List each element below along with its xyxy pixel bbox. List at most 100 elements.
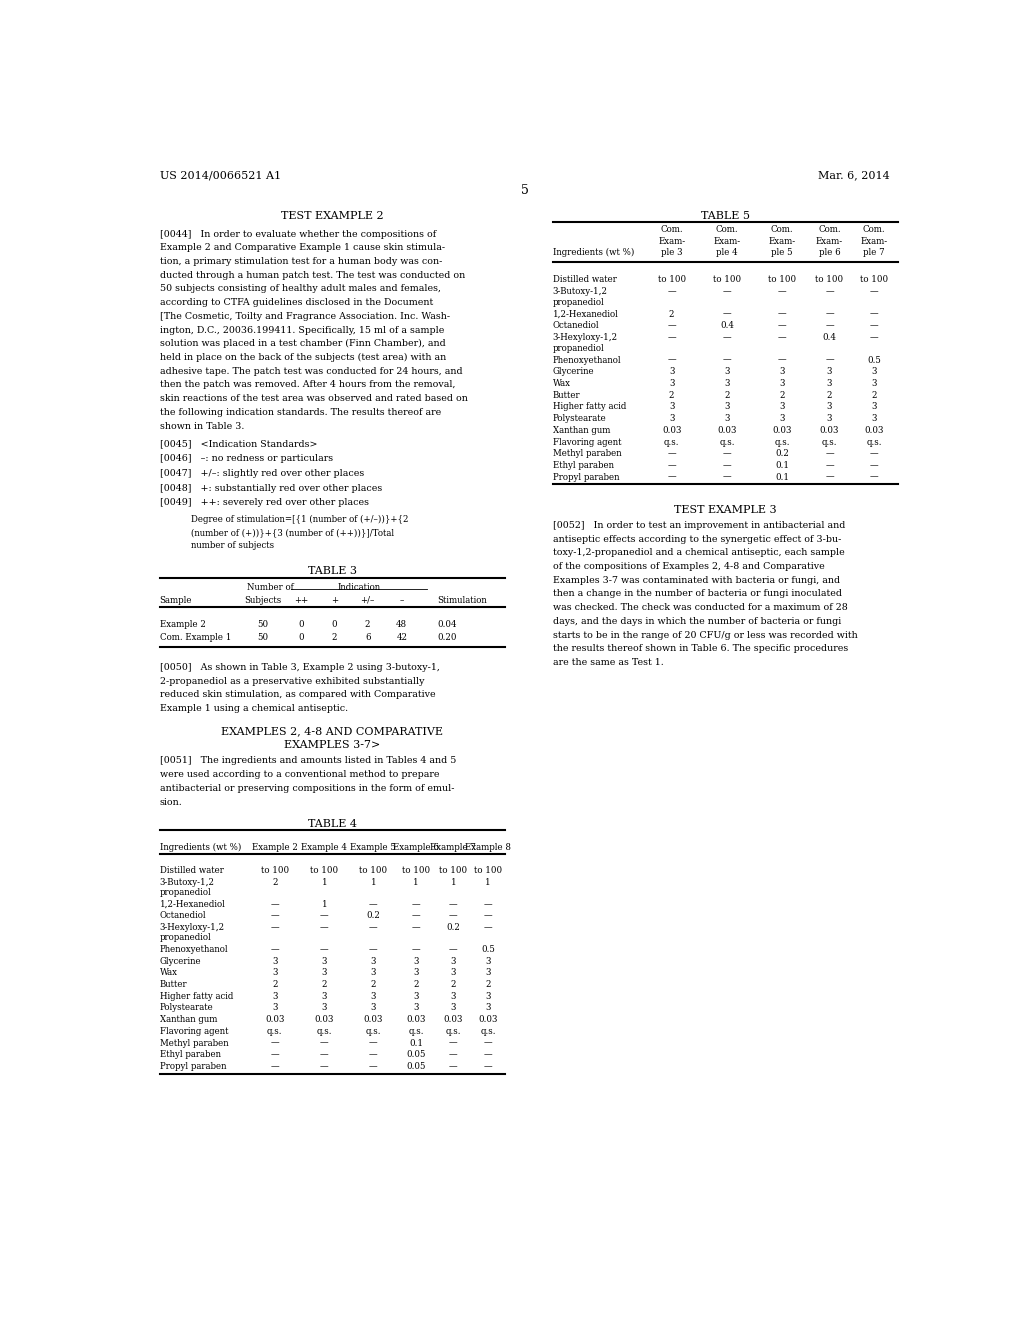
Text: 0.1: 0.1 xyxy=(409,1039,423,1048)
Text: (number of (+))}+{3 (number of (++))}]/Total: (number of (+))}+{3 (number of (++))}]/T… xyxy=(191,528,394,537)
Text: 2: 2 xyxy=(485,979,490,989)
Text: —: — xyxy=(723,333,731,342)
Text: to 100: to 100 xyxy=(359,866,387,875)
Text: 3: 3 xyxy=(669,414,674,424)
Text: to 100: to 100 xyxy=(402,866,430,875)
Text: —: — xyxy=(869,321,879,330)
Text: propanediol: propanediol xyxy=(553,298,604,308)
Text: +: + xyxy=(331,595,338,605)
Text: 0.03: 0.03 xyxy=(478,1015,498,1024)
Text: 3: 3 xyxy=(779,379,784,388)
Text: 3: 3 xyxy=(779,414,784,424)
Text: 50 subjects consisting of healthy adult males and females,: 50 subjects consisting of healthy adult … xyxy=(160,284,440,293)
Text: to 100: to 100 xyxy=(261,866,289,875)
Text: 3: 3 xyxy=(871,414,877,424)
Text: q.s.: q.s. xyxy=(720,437,735,446)
Text: 3: 3 xyxy=(871,403,877,412)
Text: —: — xyxy=(668,321,676,330)
Text: 2: 2 xyxy=(414,979,419,989)
Text: —: — xyxy=(869,449,879,458)
Text: was checked. The check was conducted for a maximum of 28: was checked. The check was conducted for… xyxy=(553,603,847,612)
Text: TEST EXAMPLE 3: TEST EXAMPLE 3 xyxy=(674,504,776,515)
Text: Glycerine: Glycerine xyxy=(553,367,594,376)
Text: Degree of stimulation=[{1 (number of (+/–))}+{2: Degree of stimulation=[{1 (number of (+/… xyxy=(191,515,409,524)
Text: according to CTFA guidelines disclosed in the Document: according to CTFA guidelines disclosed i… xyxy=(160,298,433,308)
Text: 3: 3 xyxy=(485,957,490,966)
Text: —: — xyxy=(369,923,378,932)
Text: propanediol: propanediol xyxy=(160,933,212,942)
Text: —: — xyxy=(270,945,280,954)
Text: Wax: Wax xyxy=(160,969,178,977)
Text: 2: 2 xyxy=(669,310,675,318)
Text: to 100: to 100 xyxy=(439,866,467,875)
Text: 3: 3 xyxy=(826,414,833,424)
Text: 1: 1 xyxy=(322,900,328,908)
Text: 0.03: 0.03 xyxy=(820,426,840,434)
Text: 3: 3 xyxy=(272,969,278,977)
Text: —: — xyxy=(723,355,731,364)
Text: —: — xyxy=(825,449,834,458)
Text: —: — xyxy=(321,911,329,920)
Text: ++: ++ xyxy=(294,595,308,605)
Text: —: — xyxy=(483,900,493,908)
Text: Indication: Indication xyxy=(338,582,381,591)
Text: —: — xyxy=(668,355,676,364)
Text: 3: 3 xyxy=(414,969,419,977)
Text: 3: 3 xyxy=(451,991,456,1001)
Text: —: — xyxy=(825,310,834,318)
Text: —: — xyxy=(450,900,458,908)
Text: [0049]   ++: severely red over other places: [0049] ++: severely red over other place… xyxy=(160,499,369,507)
Text: 2: 2 xyxy=(322,979,327,989)
Text: Ethyl paraben: Ethyl paraben xyxy=(160,1051,221,1059)
Text: q.s.: q.s. xyxy=(267,1027,283,1036)
Text: Polystearate: Polystearate xyxy=(160,1003,213,1012)
Text: —: — xyxy=(777,310,786,318)
Text: —: — xyxy=(321,1061,329,1071)
Text: [0045]   <Indication Standards>: [0045] <Indication Standards> xyxy=(160,440,317,449)
Text: —: — xyxy=(483,911,493,920)
Text: —: — xyxy=(321,923,329,932)
Text: —: — xyxy=(869,286,879,296)
Text: —: — xyxy=(668,449,676,458)
Text: toxy-1,2-propanediol and a chemical antiseptic, each sample: toxy-1,2-propanediol and a chemical anti… xyxy=(553,548,845,557)
Text: number of subjects: number of subjects xyxy=(191,541,274,550)
Text: —: — xyxy=(369,945,378,954)
Text: Methyl paraben: Methyl paraben xyxy=(553,449,622,458)
Text: Methyl paraben: Methyl paraben xyxy=(160,1039,228,1048)
Text: +/–: +/– xyxy=(360,595,375,605)
Text: 2: 2 xyxy=(724,391,730,400)
Text: 3: 3 xyxy=(322,991,327,1001)
Text: Flavoring agent: Flavoring agent xyxy=(160,1027,228,1036)
Text: 3: 3 xyxy=(272,957,278,966)
Text: 2: 2 xyxy=(871,391,877,400)
Text: to 100: to 100 xyxy=(474,866,502,875)
Text: —: — xyxy=(723,310,731,318)
Text: [0047]   +/–: slightly red over other places: [0047] +/–: slightly red over other plac… xyxy=(160,469,364,478)
Text: 0.4: 0.4 xyxy=(720,321,734,330)
Text: 3: 3 xyxy=(669,403,674,412)
Text: Propyl paraben: Propyl paraben xyxy=(160,1061,226,1071)
Text: sion.: sion. xyxy=(160,797,182,807)
Text: —: — xyxy=(723,286,731,296)
Text: Exam-: Exam- xyxy=(658,236,685,246)
Text: Number of: Number of xyxy=(247,582,294,591)
Text: are the same as Test 1.: are the same as Test 1. xyxy=(553,659,664,667)
Text: —: — xyxy=(369,1061,378,1071)
Text: 3: 3 xyxy=(871,367,877,376)
Text: —: — xyxy=(270,911,280,920)
Text: [0048]   +: substantially red over other places: [0048] +: substantially red over other p… xyxy=(160,483,382,492)
Text: 50: 50 xyxy=(257,634,268,643)
Text: 2: 2 xyxy=(826,391,833,400)
Text: 3: 3 xyxy=(485,969,490,977)
Text: 3: 3 xyxy=(451,1003,456,1012)
Text: TEST EXAMPLE 2: TEST EXAMPLE 2 xyxy=(281,211,384,222)
Text: solution was placed in a test chamber (Finn Chamber), and: solution was placed in a test chamber (F… xyxy=(160,339,445,348)
Text: Octanediol: Octanediol xyxy=(553,321,599,330)
Text: 3: 3 xyxy=(371,991,376,1001)
Text: —: — xyxy=(869,473,879,482)
Text: Polystearate: Polystearate xyxy=(553,414,606,424)
Text: —: — xyxy=(450,911,458,920)
Text: 2: 2 xyxy=(332,634,337,643)
Text: 3: 3 xyxy=(371,969,376,977)
Text: q.s.: q.s. xyxy=(866,437,882,446)
